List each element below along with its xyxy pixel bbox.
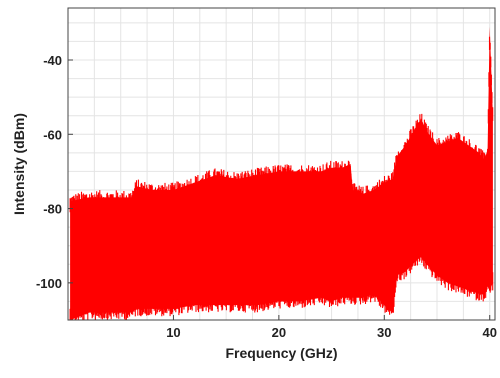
x-tick-label: 10 <box>166 325 180 340</box>
y-tick-label: -100 <box>36 276 62 291</box>
plot-area <box>69 26 494 320</box>
spectrum-envelope <box>70 26 493 320</box>
axis-ticks: 10 20 30 40 -40 -60 -80 -100 <box>36 53 497 340</box>
spectrum-noise <box>69 36 494 320</box>
x-tick-label: 20 <box>272 325 286 340</box>
y-axis-label: Intensity (dBm) <box>11 113 27 215</box>
x-axis-label: Frequency (GHz) <box>225 345 337 361</box>
x-tick-label: 30 <box>377 325 391 340</box>
x-tick-label: 40 <box>482 325 496 340</box>
y-tick-label: -40 <box>43 53 62 68</box>
plot-frame <box>67 7 496 321</box>
y-tick-label: -60 <box>43 127 62 142</box>
y-tick-label: -80 <box>43 202 62 217</box>
